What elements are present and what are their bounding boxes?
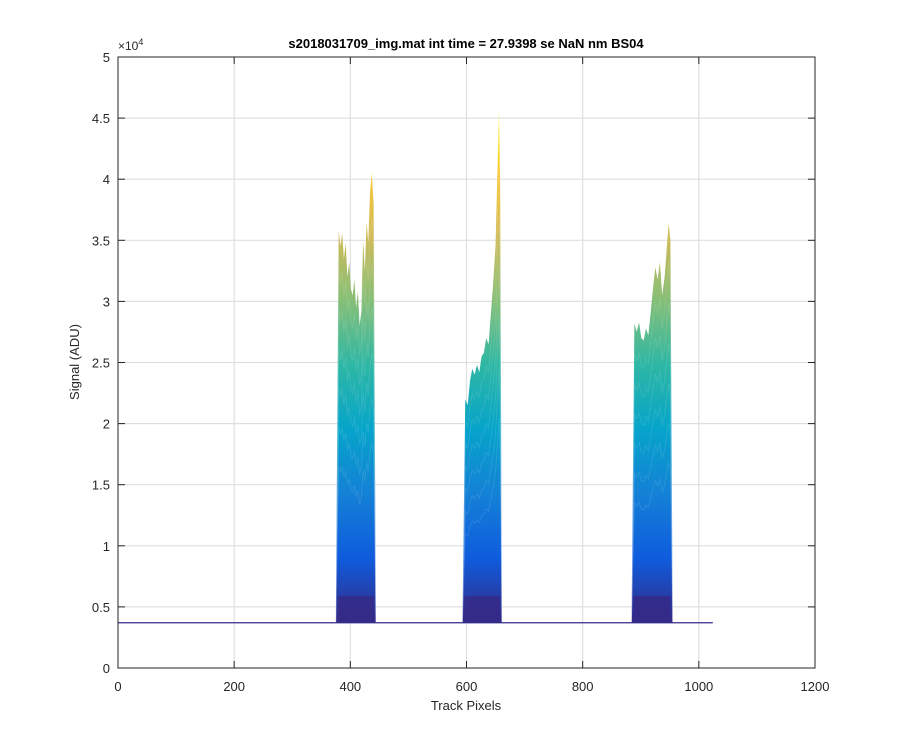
peak-trace [631,422,674,623]
y-tick-label: 4 [103,172,110,187]
x-tick-label: 1200 [801,679,830,694]
peak-trace [462,214,503,623]
peak-trace [335,397,377,623]
axes-frame [117,56,816,669]
peak-trace [631,382,674,623]
grid-lines [118,57,815,668]
x-tick-label: 600 [456,679,478,694]
peak-trace [462,265,503,623]
y-axis-label: Signal (ADU) [67,324,82,400]
x-axis-label: Track Pixels [431,698,502,713]
peak-trace [631,343,674,623]
y-tick-label: 1 [103,539,110,554]
peak-trace [335,307,377,623]
peak-base [337,595,374,623]
y-exponent-power: 4 [138,37,143,47]
peak-base [464,595,500,623]
x-tick-label: 0 [114,679,121,694]
series-peak-2 [462,112,503,623]
y-tick-label: 4.5 [92,111,110,126]
x-tick-label: 200 [223,679,245,694]
peak-area [631,223,673,623]
peak-trace [631,462,674,623]
y-tick-label: 5 [103,50,110,65]
y-tick-label: 1.5 [92,478,110,493]
x-tick-label: 1000 [684,679,713,694]
y-tick-label: 2 [103,417,110,432]
y-tick-label: 0.5 [92,600,110,615]
y-exponent-base: ×10 [118,39,139,53]
peak-trace [335,262,377,623]
y-tick-label: 2.5 [92,356,110,371]
tick-labels: 0 200 400 600 800 1000 1200 0 0.5 1 1.5 2 2.5 3 3.5 4 4.… [92,50,830,694]
peak-area [462,112,502,623]
series-group [335,112,674,623]
y-exponent-label: ×104 [118,37,143,53]
peak-trace [462,316,503,623]
peak-base [633,595,671,623]
peak-trace [462,163,503,623]
peak-trace [335,218,377,623]
peak-trace [335,442,377,623]
y-tick-label: 3 [103,294,110,309]
y-tick-label: 0 [103,661,110,676]
peak-trace [631,263,674,623]
peak-trace [462,367,503,623]
series-peak-3 [631,223,674,623]
peak-trace [462,418,503,623]
peak-trace [335,352,377,623]
peak-trace [631,303,674,623]
x-tick-label: 800 [572,679,594,694]
chart-title: s2018031709_img.mat int time = 27.9398 s… [288,36,644,51]
series-peak-1 [335,173,377,623]
peak-area [335,173,376,623]
x-tick-label: 400 [339,679,361,694]
y-tick-label: 3.5 [92,233,110,248]
